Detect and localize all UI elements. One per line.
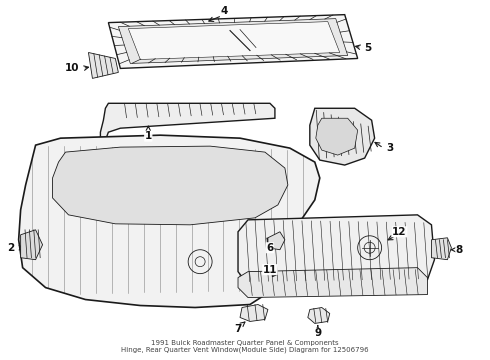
Text: 7: 7	[234, 324, 242, 334]
Polygon shape	[108, 15, 358, 68]
Polygon shape	[310, 108, 375, 165]
Polygon shape	[52, 146, 288, 225]
Text: 5: 5	[364, 42, 371, 53]
Polygon shape	[119, 19, 348, 63]
Text: 1991 Buick Roadmaster Quarter Panel & Components
Hinge, Rear Quarter Vent Window: 1991 Buick Roadmaster Quarter Panel & Co…	[121, 340, 369, 353]
Polygon shape	[21, 230, 43, 260]
Polygon shape	[238, 268, 427, 298]
Polygon shape	[308, 307, 330, 323]
Polygon shape	[268, 232, 285, 250]
Text: 10: 10	[65, 63, 80, 73]
Polygon shape	[19, 135, 320, 307]
Text: 12: 12	[392, 227, 407, 237]
Polygon shape	[240, 305, 268, 321]
Polygon shape	[89, 53, 119, 78]
Text: 6: 6	[266, 243, 273, 253]
Polygon shape	[128, 22, 340, 59]
Polygon shape	[100, 103, 275, 140]
Polygon shape	[238, 215, 435, 285]
Text: 3: 3	[386, 143, 393, 153]
Text: 9: 9	[314, 328, 321, 338]
Text: 1: 1	[145, 131, 152, 141]
Text: 2: 2	[7, 243, 14, 253]
Text: 8: 8	[456, 245, 463, 255]
Polygon shape	[432, 238, 451, 260]
Polygon shape	[316, 118, 358, 155]
Text: 4: 4	[220, 6, 228, 15]
Text: 11: 11	[263, 265, 277, 275]
